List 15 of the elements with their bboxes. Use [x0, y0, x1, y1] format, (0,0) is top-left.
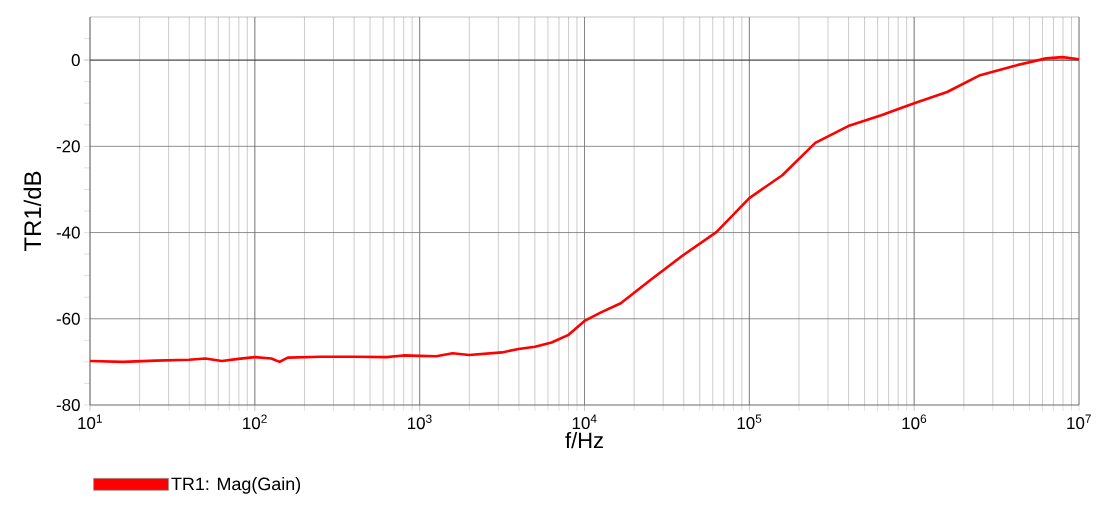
- y-tick-label: -40: [56, 226, 80, 239]
- y-tick-label: 0: [71, 54, 80, 67]
- y-tick-label: -60: [56, 312, 80, 325]
- x-tick-label: 10$^{6}$: [902, 414, 927, 430]
- x-axis-title: f/Hz: [565, 432, 603, 449]
- legend-label: TR1: Mag(Gain): [171, 477, 301, 494]
- x-tick-label: 10$^{5}$: [737, 414, 762, 430]
- x-tick-label: 10$^{3}$: [408, 414, 432, 430]
- y-tick-label: -20: [56, 140, 80, 153]
- x-tick-label: 10$^{7}$: [1067, 414, 1091, 430]
- x-tick-label: 10$^{2}$: [243, 414, 267, 430]
- x-tick-label: 10$^{1}$: [78, 414, 102, 430]
- y-axis-title: TR1/dB: [23, 171, 42, 251]
- x-tick-label: 10$^{4}$: [572, 414, 597, 430]
- y-tick-label: -80: [56, 399, 80, 411]
